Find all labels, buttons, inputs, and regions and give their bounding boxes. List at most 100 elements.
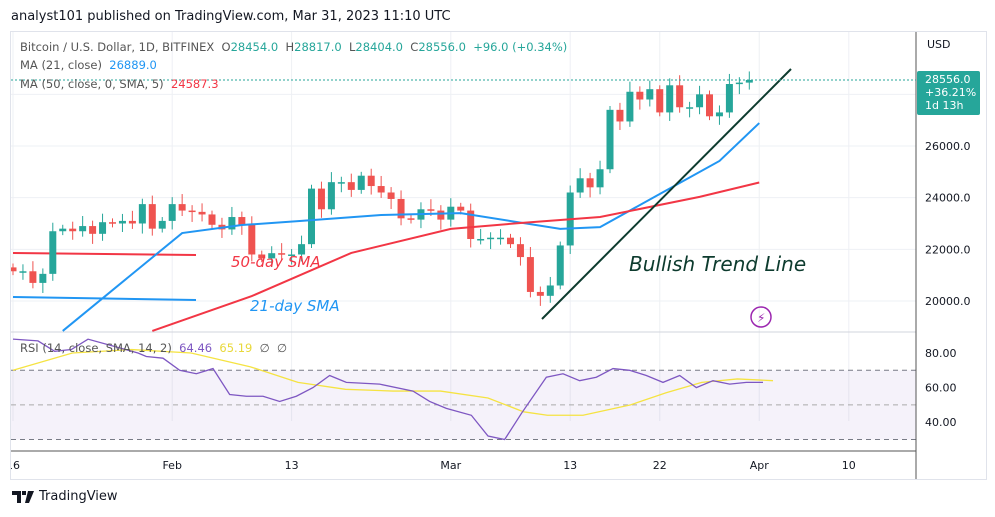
annotation-21-day-sma: 21-day SMA [250, 297, 340, 315]
change-value: +96.0 (+0.34%) [473, 40, 568, 54]
candle-body [497, 237, 505, 240]
candle-body [99, 222, 107, 234]
candle-body [656, 89, 664, 113]
candle-body [198, 211, 206, 215]
tradingview-logo-icon [12, 490, 34, 503]
candle-body [616, 109, 624, 122]
time-tick: 22 [653, 459, 667, 472]
candle-body [128, 220, 136, 224]
candle-body [666, 85, 674, 113]
time-tick: Feb [162, 459, 181, 472]
price-badge-text: 28556.0 [925, 73, 971, 86]
time-tick: 16 [11, 459, 20, 472]
lightning-glyph: ⚡ [757, 311, 765, 325]
chart-frame[interactable]: Bullish Trend Line 50-day SMA 21-day SMA ⚡ U… [6, 31, 987, 480]
candle-body [437, 210, 445, 220]
lightning-icon [750, 306, 772, 328]
time-tick: Mar [440, 459, 461, 472]
price-badge-text: +36.21% [925, 86, 976, 99]
candle-body [308, 188, 315, 245]
candle-body [467, 210, 475, 239]
rsi-value: 64.46 [179, 341, 213, 355]
candle-body [148, 204, 156, 229]
time-tick: 13 [285, 459, 299, 472]
tradingview-logo[interactable]: TradingView [12, 489, 118, 504]
bullish-trend-line [541, 68, 792, 320]
candle-body [596, 169, 604, 188]
candle-body [118, 220, 126, 224]
candle-body [725, 84, 733, 113]
candle-body [337, 182, 345, 184]
candle-body [238, 217, 246, 225]
candle-body [367, 175, 375, 187]
ma21-line [62, 122, 760, 332]
candle-body [387, 192, 395, 199]
rsi-line [12, 338, 763, 441]
candle-body [138, 204, 146, 224]
time-tick: 10 [842, 459, 856, 472]
candle-body [248, 224, 256, 255]
rsi-tick: 40.00 [925, 416, 957, 429]
candle-body [745, 79, 753, 83]
candle-body [208, 214, 216, 225]
candle-body [278, 253, 286, 255]
ma21-value: 26889.0 [109, 58, 157, 72]
ma50-legend: MA (50, close, 0, SMA, 5) 24587.3 [20, 77, 219, 91]
candle-body [377, 186, 385, 193]
time-tick: 13 [563, 459, 577, 472]
candle-body [298, 244, 306, 255]
ma21-label: MA (21, close) [20, 58, 102, 72]
candle-body [526, 257, 534, 292]
annotation-bullish-trend-line: Bullish Trend Line [629, 252, 806, 276]
candle-body [676, 85, 684, 108]
candle-body [477, 238, 485, 241]
candle-body [178, 204, 186, 211]
candle-body [626, 91, 634, 122]
candle-body [29, 271, 37, 283]
price-tick: 20000.0 [925, 295, 971, 308]
candle-body [347, 182, 355, 190]
candle-body [606, 109, 614, 170]
rsi-label: RSI (14, close, SMA, 14, 2) [20, 341, 172, 355]
candle-body [168, 204, 176, 221]
candle-body [715, 112, 723, 117]
candle-body [457, 206, 465, 211]
candle-body [317, 188, 325, 210]
logo-text: TradingView [39, 489, 118, 504]
candle-body [487, 237, 495, 240]
candle-body [735, 82, 743, 85]
candle-body [407, 218, 415, 220]
rsi-na-2: ∅ [277, 341, 288, 355]
low-label: L [349, 40, 356, 54]
rsi-sma-line [12, 348, 774, 416]
horizontal-line-blue [12, 296, 197, 301]
candle-body [646, 89, 654, 100]
candle-body [556, 245, 564, 286]
symbol-legend: Bitcoin / U.S. Dollar, 1D, BITFINEX O284… [20, 40, 567, 54]
rsi-na-1: ∅ [259, 341, 270, 355]
chart-svg[interactable]: Bullish Trend Line 50-day SMA 21-day SMA ⚡ U… [6, 32, 986, 479]
candle-body [9, 267, 17, 272]
currency-label: USD [927, 38, 951, 51]
candle-body [109, 222, 116, 224]
candle-body [546, 285, 554, 296]
ma50-value: 24587.3 [170, 77, 219, 91]
candle-body [507, 237, 514, 245]
candle-body [576, 178, 584, 193]
candle-body [706, 94, 713, 117]
rsi-legend: RSI (14, close, SMA, 14, 2) 64.46 65.19 … [20, 341, 287, 355]
price-tick: 24000.0 [925, 192, 971, 205]
ma50-label: MA (50, close, 0, SMA, 5) [20, 77, 164, 91]
time-tick: Apr [750, 459, 770, 472]
candle-body [39, 273, 47, 283]
rsi-tick: 60.00 [925, 382, 957, 395]
candle-body [268, 253, 276, 259]
candle-body [79, 226, 87, 232]
candle-body [288, 254, 296, 256]
low-value: 28404.0 [355, 40, 403, 54]
candle-body [19, 271, 27, 273]
candle-body [188, 210, 196, 213]
close-value: 28556.0 [418, 40, 466, 54]
ma21-legend: MA (21, close) 26889.0 [20, 58, 157, 72]
open-label: O [221, 40, 231, 54]
